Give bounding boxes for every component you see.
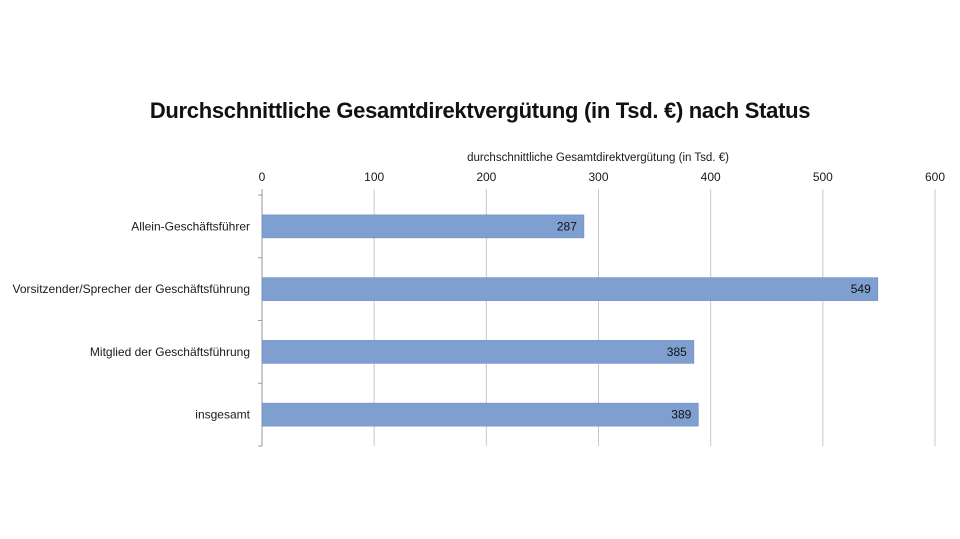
- y-category-label: Allein-Geschäftsführer: [131, 219, 250, 233]
- data-label: 389: [671, 408, 691, 422]
- x-tick-label: 300: [588, 170, 608, 184]
- x-tick-label: 500: [813, 170, 833, 184]
- chart-title: Durchschnittliche Gesamtdirektvergütung …: [149, 98, 811, 123]
- data-label: 287: [557, 219, 577, 233]
- x-axis-ticks: 0 100 200 300 400 500 600: [259, 170, 946, 184]
- bar: [261, 214, 585, 239]
- data-label: 549: [851, 282, 871, 296]
- x-tick-label: 600: [925, 170, 945, 184]
- data-label: 385: [667, 345, 687, 359]
- bar: [261, 277, 879, 301]
- x-axis-title: durchschnittliche Gesamtdirektvergütung …: [467, 152, 729, 164]
- x-tick-label: 200: [476, 170, 496, 184]
- y-category-label: Vorsitzender/Sprecher der Geschäftsführu…: [13, 282, 250, 296]
- category-labels: Allein-Geschäftsführer Vorsitzender/Sprec…: [13, 219, 251, 421]
- y-category-label: insgesamt: [195, 408, 250, 422]
- y-category-label: Mitglied der Geschäftsführung: [90, 345, 250, 359]
- x-tick-label: 100: [364, 170, 384, 184]
- bars: [261, 214, 879, 427]
- bar: [261, 402, 699, 427]
- bar: [261, 340, 695, 364]
- x-tick-label: 400: [701, 170, 721, 184]
- x-tick-label: 0: [259, 170, 266, 184]
- data-labels: 287 549 385 389: [557, 219, 871, 421]
